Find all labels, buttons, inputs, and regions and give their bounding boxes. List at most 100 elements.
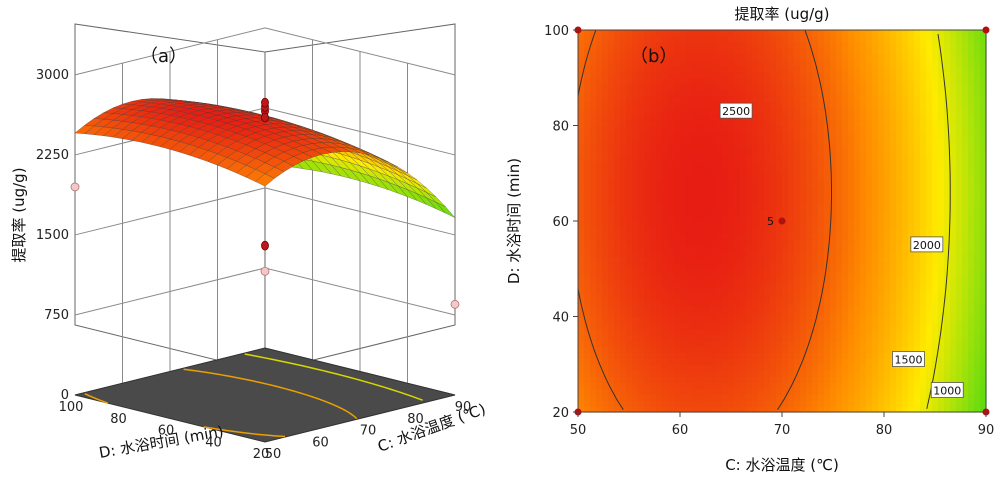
heatmap-cell xyxy=(878,191,885,198)
heatmap-cell xyxy=(962,376,969,383)
heatmap-cell xyxy=(596,59,603,67)
heatmap-cell xyxy=(776,179,783,186)
heatmap-cell xyxy=(632,262,639,270)
heatmap-cell xyxy=(914,328,921,336)
heatmap-cell xyxy=(974,376,981,383)
heatmap-cell xyxy=(848,262,855,270)
heatmap-cell xyxy=(740,77,747,85)
heatmap-cell xyxy=(782,35,789,43)
heatmap-cell xyxy=(878,65,885,73)
heatmap-cell xyxy=(962,262,969,270)
heatmap-cell xyxy=(620,113,627,121)
heatmap-cell xyxy=(944,203,951,210)
heatmap-cell xyxy=(680,292,687,300)
heatmap-cell xyxy=(902,215,909,222)
heatmap-cell xyxy=(686,352,693,359)
heatmap-cell xyxy=(800,113,807,121)
heatmap-cell xyxy=(848,107,855,115)
floor-contours xyxy=(84,353,423,438)
heatmap-cell xyxy=(668,244,675,252)
heatmap-cell xyxy=(758,191,765,198)
heatmap-cell xyxy=(956,262,963,270)
heatmap-cell xyxy=(806,143,813,150)
heatmap-cell xyxy=(608,41,615,49)
heatmap-cell xyxy=(788,310,795,318)
heatmap-cell xyxy=(674,215,681,222)
heatmap-cell xyxy=(776,185,783,192)
heatmap-cell xyxy=(878,119,885,127)
heatmap-cell xyxy=(704,364,711,371)
heatmap-cell xyxy=(812,131,819,139)
heatmap-cell xyxy=(644,268,651,276)
heatmap-cell xyxy=(578,65,585,73)
heatmap-cell xyxy=(854,30,861,37)
heatmap-cell xyxy=(614,65,621,73)
heatmap-cell xyxy=(884,53,891,61)
heatmap-cell xyxy=(818,286,825,294)
heatmap-cell xyxy=(788,203,795,210)
heatmap-cell xyxy=(746,83,753,91)
heatmap-cell xyxy=(896,406,903,413)
heatmap-cell xyxy=(830,215,837,222)
heatmap-cell xyxy=(668,221,675,228)
heatmap-cell xyxy=(830,185,837,192)
heatmap-cell xyxy=(734,280,741,288)
heatmap-cell xyxy=(782,334,789,341)
heatmap-cell xyxy=(626,143,633,150)
heatmap-cell xyxy=(674,394,681,401)
heatmap-cell xyxy=(680,304,687,312)
heatmap-cell xyxy=(746,125,753,133)
heatmap-cell xyxy=(698,83,705,91)
heatmap-cell xyxy=(884,215,891,222)
heatmap-cell xyxy=(632,406,639,413)
heatmap-cell xyxy=(668,95,675,103)
heatmap-cell xyxy=(842,221,849,228)
heatmap-cell xyxy=(890,316,897,324)
heatmap-cell xyxy=(902,370,909,377)
heatmap-cell xyxy=(644,35,651,43)
heatmap-cell xyxy=(710,65,717,73)
heatmap-cell xyxy=(656,358,663,365)
heatmap-cell xyxy=(578,298,585,306)
heatmap-cell xyxy=(812,352,819,359)
heatmap-cell xyxy=(884,179,891,186)
heatmap-cell xyxy=(836,400,843,407)
heatmap-cell xyxy=(674,250,681,258)
contour-x-label: C: 水浴温度 (℃) xyxy=(725,456,839,474)
heatmap-cell xyxy=(830,250,837,258)
heatmap-cell xyxy=(686,370,693,377)
heatmap-cell xyxy=(692,304,699,312)
heatmap-cell xyxy=(932,286,939,294)
heatmap-cell xyxy=(980,388,987,395)
heatmap-cell xyxy=(716,215,723,222)
heatmap-cell xyxy=(854,101,861,109)
heatmap-cell xyxy=(692,59,699,67)
heatmap-cell xyxy=(926,53,933,61)
heatmap-cell xyxy=(602,113,609,121)
heatmap-cell xyxy=(632,221,639,228)
heatmap-cell xyxy=(788,274,795,282)
heatmap-cell xyxy=(644,95,651,103)
heatmap-cell xyxy=(602,59,609,67)
heatmap-cell xyxy=(722,334,729,341)
heatmap-cell xyxy=(662,268,669,276)
heatmap-cell xyxy=(764,250,771,258)
heatmap-cell xyxy=(806,382,813,389)
heatmap-cell xyxy=(848,71,855,79)
heatmap-cell xyxy=(764,226,771,234)
heatmap-cell xyxy=(578,185,585,192)
heatmap-cell xyxy=(638,71,645,79)
heatmap-cell xyxy=(938,59,945,67)
heatmap-cell xyxy=(902,203,909,210)
heatmap-cell xyxy=(980,382,987,389)
heatmap-cell xyxy=(764,232,771,240)
heatmap-cell xyxy=(722,286,729,294)
heatmap-cell xyxy=(692,334,699,341)
heatmap-cell xyxy=(626,155,633,162)
heatmap-cell xyxy=(770,101,777,109)
heatmap-cell xyxy=(926,83,933,91)
heatmap-cell xyxy=(950,215,957,222)
heatmap-cell xyxy=(710,197,717,204)
heatmap-cell xyxy=(854,370,861,377)
heatmap-cell xyxy=(698,203,705,210)
